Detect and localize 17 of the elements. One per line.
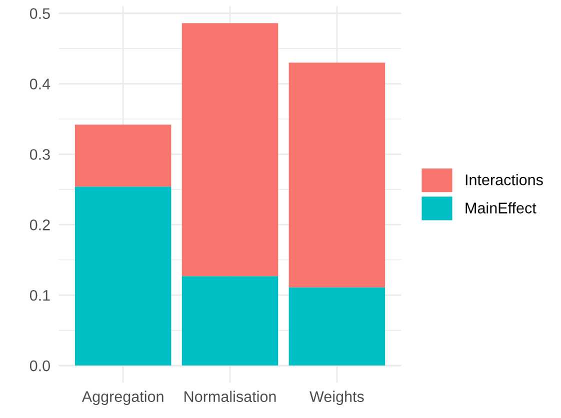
x-tick-label: Normalisation: [184, 390, 276, 402]
y-tick-label: 0.2: [30, 220, 50, 230]
bar: [182, 276, 278, 366]
y-tick-label: 0.3: [30, 149, 50, 160]
y-tick-label: 0.1: [30, 290, 50, 301]
legend-label: Interactions: [466, 174, 543, 186]
y-tick-label: 0.0: [30, 360, 50, 372]
y-tick-label: 0.4: [30, 78, 50, 90]
x-tick-label: Aggregation: [82, 390, 164, 406]
x-tick-label: Weights: [310, 390, 364, 406]
bar: [74, 124, 172, 187]
bar: [74, 186, 172, 366]
legend-label: MainEffect: [466, 202, 536, 214]
bar: [288, 62, 386, 288]
bar: [288, 287, 386, 366]
y-tick-label: 0.5: [30, 8, 50, 19]
bar: [182, 23, 278, 276]
